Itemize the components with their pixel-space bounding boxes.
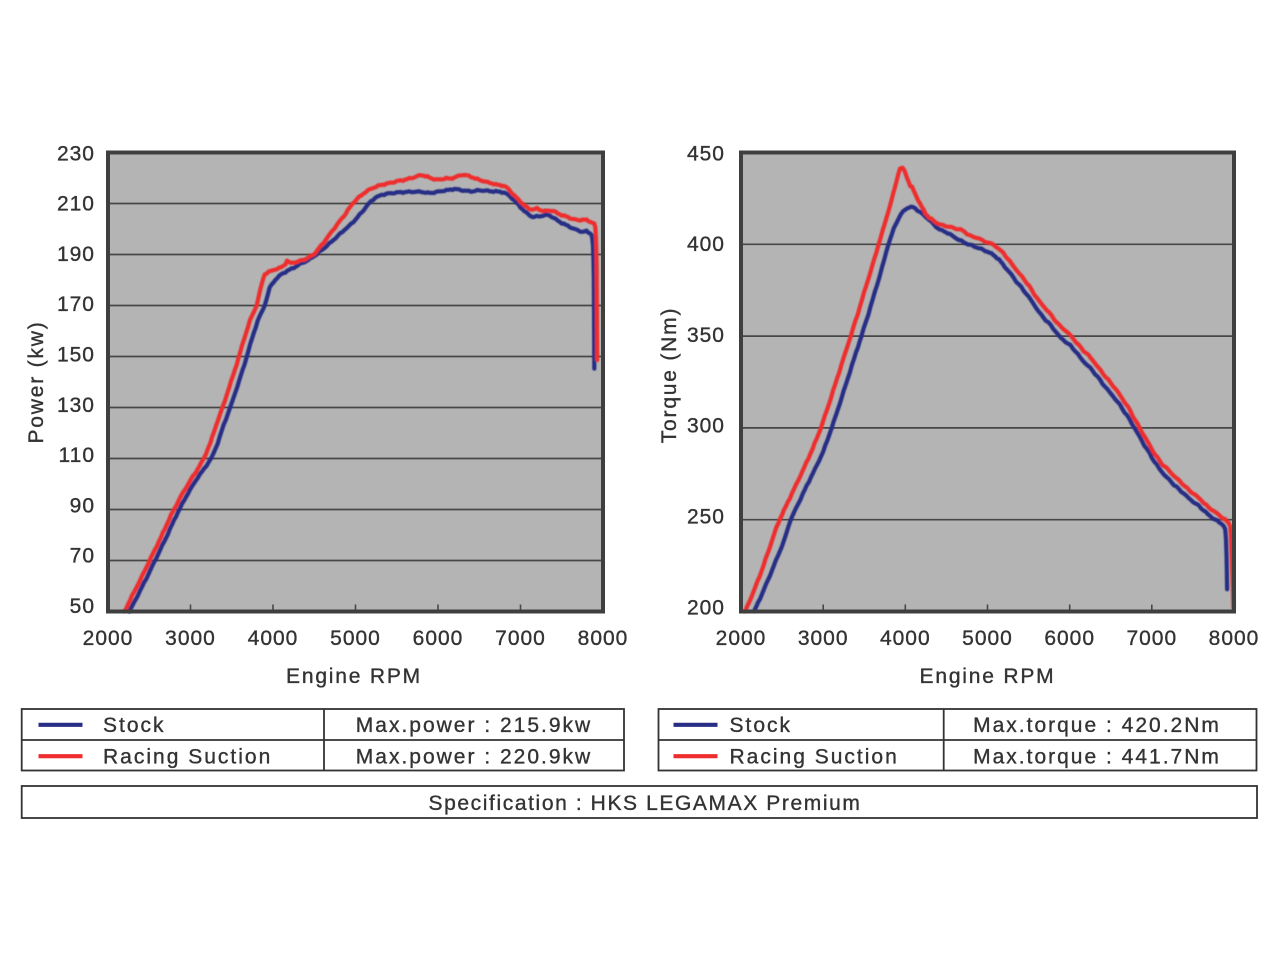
svg-text:190: 190 [57,243,95,266]
svg-text:230: 230 [57,142,95,165]
svg-text:7000: 7000 [495,627,546,650]
svg-text:250: 250 [687,506,725,529]
svg-text:Specification : HKS LEGAMAX Pr: Specification : HKS LEGAMAX Premium [429,792,862,815]
svg-text:Max.torque : 441.7Nm: Max.torque : 441.7Nm [973,746,1221,769]
svg-text:7000: 7000 [1126,627,1177,650]
svg-text:5000: 5000 [330,627,381,650]
svg-text:8000: 8000 [578,627,629,650]
svg-text:210: 210 [57,193,95,216]
svg-text:Stock: Stock [103,714,166,737]
svg-text:3000: 3000 [798,627,849,650]
svg-text:300: 300 [687,415,725,438]
svg-text:150: 150 [57,344,95,367]
svg-text:3000: 3000 [165,627,216,650]
svg-text:350: 350 [687,324,725,347]
svg-text:Torque (Nm): Torque (Nm) [658,307,681,444]
svg-text:2000: 2000 [716,627,767,650]
svg-text:90: 90 [70,494,95,517]
svg-text:Racing Suction: Racing Suction [103,746,272,769]
svg-text:5000: 5000 [962,627,1013,650]
svg-text:Max.power : 220.9kw: Max.power : 220.9kw [356,746,592,769]
svg-text:8000: 8000 [1209,627,1260,650]
svg-text:4000: 4000 [880,627,931,650]
svg-text:200: 200 [687,596,725,619]
svg-text:Racing Suction: Racing Suction [730,746,899,769]
svg-text:170: 170 [57,293,95,316]
svg-text:50: 50 [70,595,95,618]
svg-text:Max.torque : 420.2Nm: Max.torque : 420.2Nm [973,714,1221,737]
svg-text:2000: 2000 [83,627,134,650]
svg-text:130: 130 [57,394,95,417]
svg-text:Max.power : 215.9kw: Max.power : 215.9kw [356,714,592,737]
svg-text:6000: 6000 [1044,627,1095,650]
svg-text:4000: 4000 [248,627,299,650]
svg-text:6000: 6000 [413,627,464,650]
svg-text:70: 70 [70,545,95,568]
svg-text:Stock: Stock [730,714,793,737]
svg-text:Power (kw): Power (kw) [25,320,48,443]
svg-text:Engine RPM: Engine RPM [286,665,422,688]
svg-text:450: 450 [687,142,725,165]
svg-text:400: 400 [687,233,725,256]
svg-text:110: 110 [59,444,95,467]
svg-text:Engine RPM: Engine RPM [920,665,1056,688]
